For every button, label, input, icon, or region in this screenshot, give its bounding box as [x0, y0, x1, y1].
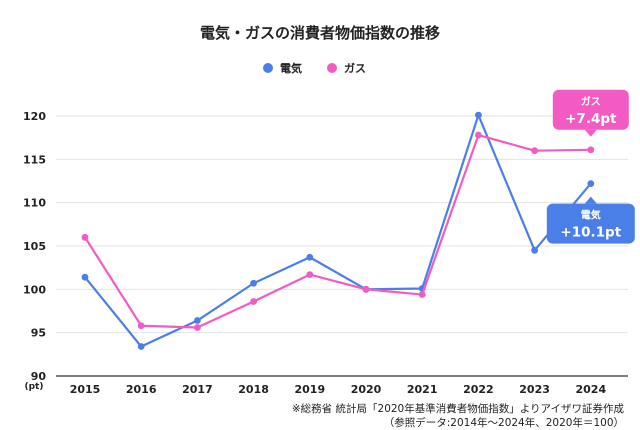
data-point-gas: [418, 291, 426, 298]
data-point-gas: [137, 322, 145, 330]
data-point-electricity: [137, 343, 145, 350]
callout-electricity: 電気 +10.1pt: [546, 196, 635, 244]
x-tick-label: 2020: [351, 383, 382, 396]
callout-box: [552, 89, 629, 130]
data-point-electricity: [81, 273, 89, 281]
data-point-electricity: [306, 253, 314, 261]
x-tick-label: 2015: [70, 383, 101, 396]
data-point-electricity: [587, 180, 595, 188]
callout-label: ガス: [581, 95, 601, 108]
x-tick-label: 2022: [463, 383, 494, 396]
data-point-electricity: [531, 246, 538, 254]
y-tick-label: 115: [23, 153, 46, 166]
grid: [56, 115, 628, 377]
legend-label-gas: ガス: [344, 61, 366, 75]
x-tick-label: 2023: [519, 383, 550, 396]
legend-marker-electricity: [263, 63, 273, 73]
x-tick-label: 2019: [294, 383, 325, 396]
x-tick-label: 2017: [182, 383, 213, 396]
legend: 電気 ガス: [263, 61, 366, 75]
data-point-gas: [306, 271, 314, 278]
callout-value: +10.1pt: [560, 225, 621, 241]
legend-marker-gas: [327, 63, 337, 73]
data-point-electricity: [250, 279, 257, 287]
data-point-electricity: [194, 317, 201, 324]
data-point-gas: [362, 285, 370, 293]
x-tick-label: 2024: [575, 383, 606, 396]
callout-pointer: [584, 129, 597, 137]
callouts: ガス +7.4pt 電気 +10.1pt: [546, 89, 635, 244]
y-tick-label: 100: [23, 283, 46, 296]
reference-note: （参照データ:2014年～2024年、2020年＝100）: [384, 416, 624, 429]
axes: 90 95 100 105 110 115 120 2015 2016 2017 2018 2019 2…: [23, 110, 606, 396]
data-point-gas: [81, 233, 89, 241]
data-point-gas: [531, 147, 538, 155]
series-line-gas: [84, 133, 591, 329]
y-tick-label: 105: [23, 240, 46, 253]
callout-gas: ガス +7.4pt: [552, 89, 629, 137]
data-point-gas: [250, 298, 257, 305]
data-point-electricity: [475, 111, 482, 119]
x-tick-label: 2021: [407, 383, 438, 396]
y-tick-label: 90: [31, 370, 47, 383]
y-tick-label: 110: [23, 197, 46, 210]
callout-pointer: [584, 196, 597, 204]
callout-value: +7.4pt: [565, 111, 617, 127]
chart-title: 電気・ガスの消費者物価指数の推移: [200, 24, 440, 42]
y-tick-label: 95: [31, 327, 46, 340]
callout-label: 電気: [581, 209, 601, 222]
legend-label-electricity: 電気: [280, 61, 302, 75]
source-note: ※総務省 統計局「2020年基準消費者物価指数」よりアイザワ証券作成: [292, 402, 625, 415]
data-point-gas: [587, 146, 595, 154]
y-tick-label: 120: [23, 110, 46, 123]
series: [81, 111, 595, 350]
series-line-electricity: [84, 114, 592, 348]
x-tick-label: 2016: [126, 383, 157, 396]
data-point-gas: [194, 324, 201, 331]
x-tick-label: 2018: [238, 383, 269, 396]
y-axis-unit: (pt): [25, 382, 44, 392]
callout-box: [546, 203, 635, 244]
data-point-gas: [475, 131, 482, 139]
